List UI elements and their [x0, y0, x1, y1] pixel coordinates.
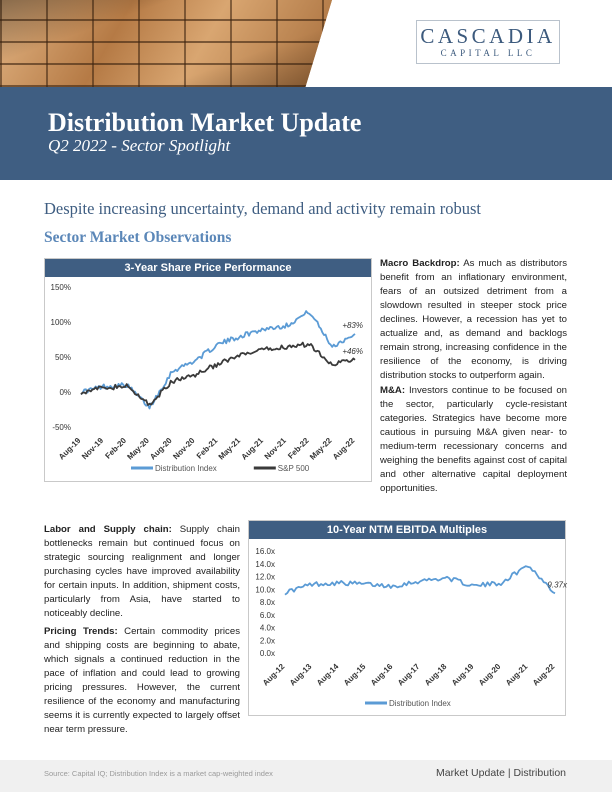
- x-tick-label: Aug-22: [531, 662, 557, 688]
- end-value-label: 9.37x: [547, 580, 568, 589]
- page-title: Distribution Market Update: [48, 108, 362, 137]
- x-tick-label: Feb-21: [195, 436, 220, 461]
- x-tick-label: Aug-16: [369, 662, 395, 688]
- x-tick-label: Aug-20: [477, 662, 503, 688]
- x-tick-label: Feb-22: [286, 436, 311, 461]
- y-tick-label: 150%: [51, 283, 71, 292]
- y-tick-label: 2.0x: [260, 636, 275, 645]
- x-tick-label: Aug-18: [423, 662, 449, 688]
- logo-main-text: CASCADIA: [420, 24, 556, 48]
- y-tick-label: 4.0x: [260, 624, 275, 633]
- y-tick-label: 0.0x: [260, 649, 275, 658]
- ma-text: Investors continue to be focused on the …: [380, 385, 567, 494]
- ma-paragraph: M&A: Investors continue to be focused on…: [380, 384, 567, 496]
- share-price-chart-plot: 150%100%50%0%-50%Aug-19Nov-19Feb-20May-2…: [51, 283, 363, 473]
- pricing-paragraph: Pricing Trends: Certain commodity prices…: [44, 625, 240, 737]
- x-tick-label: Nov-21: [263, 436, 289, 462]
- headline: Despite increasing uncertainty, demand a…: [44, 199, 481, 218]
- x-tick-label: Feb-20: [103, 436, 128, 461]
- macro-text: As much as distributors benefit from an …: [380, 258, 567, 381]
- chart-title: 3-Year Share Price Performance: [45, 259, 371, 277]
- x-tick-label: Aug-14: [315, 662, 341, 688]
- share-price-chart: 3-Year Share Price Performance 150% 100% 5…: [44, 258, 372, 482]
- y-tick-label: 50%: [55, 353, 71, 362]
- pricing-label: Pricing Trends:: [44, 626, 118, 637]
- y-tick-label: 12.0x: [255, 573, 275, 582]
- x-tick-label: Aug-19: [450, 662, 476, 688]
- labor-paragraph: Labor and Supply chain: Supply chain bot…: [44, 523, 240, 621]
- y-tick-label: 10.0x: [255, 585, 275, 594]
- x-tick-label: Aug-21: [504, 662, 530, 688]
- y-tick-label: 8.0x: [260, 598, 275, 607]
- legend-entry: S&P 500: [278, 464, 310, 473]
- y-tick-label: 6.0x: [260, 611, 275, 620]
- labor-label: Labor and Supply chain:: [44, 524, 172, 535]
- x-tick-label: May-20: [125, 436, 151, 462]
- x-tick-label: May-21: [217, 436, 243, 462]
- series-line-s-p-500: [80, 341, 356, 406]
- x-tick-label: Aug-22: [331, 436, 357, 462]
- footer-bar: [0, 760, 612, 792]
- ma-label: M&A:: [380, 385, 406, 396]
- pricing-text: Certain commodity prices and shipping co…: [44, 626, 240, 735]
- y-tick-label: 14.0x: [255, 560, 275, 569]
- y-tick-label: 16.0x: [255, 547, 275, 556]
- ebitda-multiples-chart: 10-Year NTM EBITDA Multiples 16.0x 14.0x 1…: [248, 520, 568, 716]
- section-title: Sector Market Observations: [44, 229, 232, 246]
- company-logo: CASCADIA CAPITAL LLC: [416, 20, 560, 64]
- logo-sub-text: CAPITAL LLC: [440, 48, 536, 58]
- x-tick-label: Nov-19: [80, 436, 106, 462]
- legend-entry: Distribution Index: [155, 464, 217, 473]
- y-tick-label: -50%: [52, 423, 71, 432]
- x-tick-label: Nov-20: [171, 436, 197, 462]
- header-photo: [0, 0, 332, 87]
- chart-title: 10-Year NTM EBITDA Multiples: [249, 521, 565, 539]
- footer-label: Market Update | Distribution: [436, 767, 566, 779]
- legend-entry: Distribution Index: [389, 699, 451, 708]
- x-tick-label: Aug-20: [148, 436, 174, 462]
- end-value-label: +46%: [342, 347, 363, 356]
- header-photo-shade: [0, 0, 332, 87]
- x-tick-label: Aug-21: [240, 436, 266, 462]
- title-banner: [0, 87, 612, 180]
- x-tick-label: Aug-12: [261, 662, 287, 688]
- end-value-label: +83%: [342, 321, 363, 330]
- page-subtitle: Q2 2022 - Sector Spotlight: [48, 136, 231, 155]
- x-tick-label: Aug-13: [288, 662, 314, 688]
- series-line-distribution-index: [284, 565, 556, 596]
- x-tick-label: Aug-15: [342, 662, 368, 688]
- macro-label: Macro Backdrop:: [380, 258, 460, 269]
- y-tick-label: 0%: [59, 388, 71, 397]
- series-line-distribution-index: [80, 310, 356, 410]
- x-tick-label: May-22: [308, 436, 334, 462]
- footer-source: Source: Capital IQ; Distribution Index i…: [44, 769, 273, 778]
- x-tick-label: Aug-19: [57, 436, 83, 462]
- macro-paragraph: Macro Backdrop: As much as distributors …: [380, 257, 567, 383]
- y-tick-label: 100%: [51, 318, 71, 327]
- x-tick-label: Aug-17: [396, 662, 422, 688]
- ebitda-chart-plot: 16.0x 14.0x 12.0x 10.0x 8.0x 6.0x 4.0x 2.0x 0.0x…: [255, 547, 568, 708]
- labor-text: Supply chain bottlenecks remain but cont…: [44, 524, 240, 619]
